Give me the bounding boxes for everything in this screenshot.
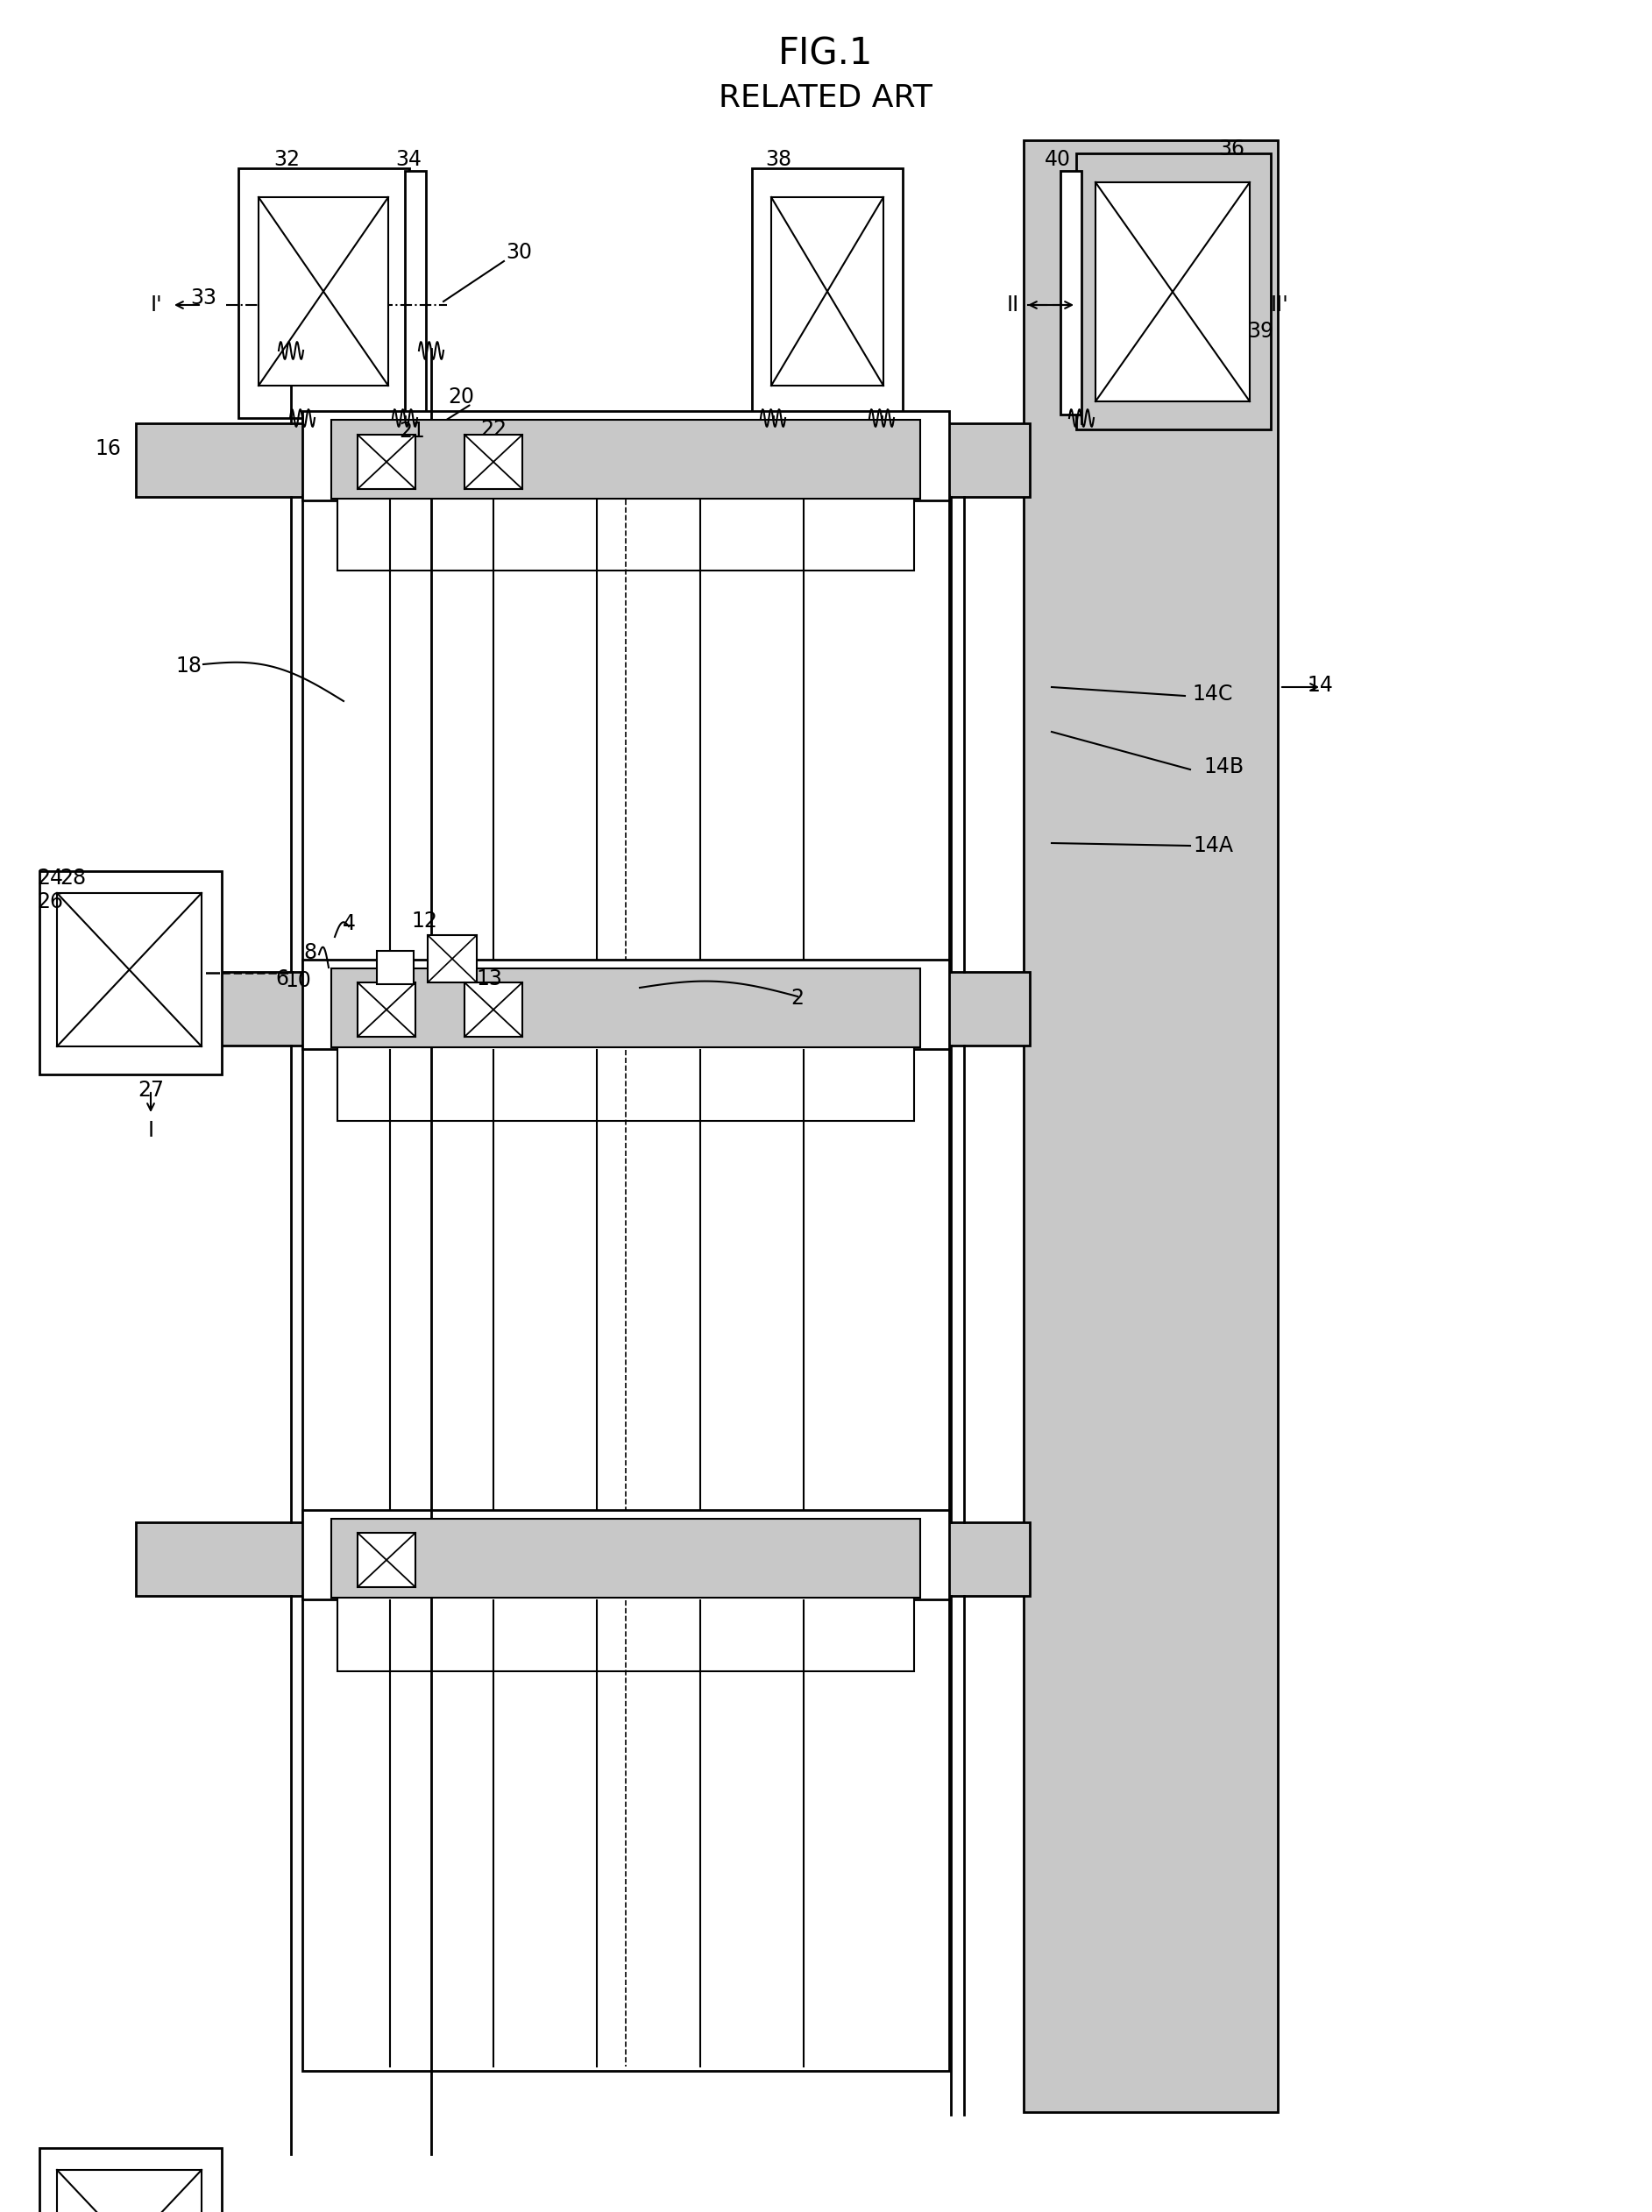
Text: 18: 18 (175, 655, 202, 677)
Bar (1024, 139, 1277, 2112)
Text: 2: 2 (791, 989, 805, 1009)
Bar (238, 168, 410, 418)
Text: 36: 36 (1218, 139, 1244, 159)
Bar (1095, 181, 1249, 400)
Bar (302, 495, 950, 971)
Text: 20: 20 (448, 387, 474, 407)
Text: 21: 21 (398, 420, 425, 442)
Text: 14: 14 (1307, 675, 1333, 697)
Bar (377, 951, 413, 984)
Bar (302, 1511, 950, 1599)
Bar (752, 168, 902, 418)
Bar (302, 1046, 950, 1520)
Bar (357, 982, 415, 1037)
Bar (337, 1595, 914, 1672)
Bar (302, 411, 950, 500)
Text: 10: 10 (284, 971, 311, 991)
Bar (135, 971, 1029, 1046)
Bar (40, 2148, 221, 2212)
Text: 26: 26 (36, 891, 63, 911)
Text: 28: 28 (59, 867, 86, 889)
Text: 14C: 14C (1193, 684, 1234, 706)
Text: 39: 39 (1247, 321, 1274, 343)
Text: 14B: 14B (1203, 757, 1244, 776)
Text: 32: 32 (274, 148, 299, 170)
Text: 33: 33 (190, 288, 216, 307)
Bar (337, 495, 914, 571)
Bar (56, 2170, 202, 2212)
Bar (337, 1046, 914, 1121)
Text: 6: 6 (276, 969, 289, 989)
Text: 40: 40 (1044, 148, 1070, 170)
Bar (464, 982, 522, 1037)
Bar (771, 197, 884, 385)
Bar (405, 170, 426, 414)
Text: II': II' (1270, 294, 1289, 316)
Text: 13: 13 (476, 969, 502, 989)
Bar (56, 894, 202, 1046)
Text: 22: 22 (481, 418, 507, 440)
Bar (428, 936, 477, 982)
Text: RELATED ART: RELATED ART (719, 84, 932, 113)
Bar (40, 872, 221, 1075)
Text: 4: 4 (342, 914, 355, 933)
Text: 12: 12 (411, 911, 438, 931)
Bar (332, 420, 920, 498)
Text: II: II (1006, 294, 1019, 316)
Text: I': I' (150, 294, 162, 316)
Bar (357, 436, 415, 489)
Text: 38: 38 (765, 148, 791, 170)
Bar (135, 422, 1029, 498)
Text: 24: 24 (36, 867, 63, 889)
Bar (1075, 153, 1270, 429)
Text: 14A: 14A (1193, 836, 1232, 856)
Bar (357, 1533, 415, 1588)
Bar (332, 969, 920, 1046)
Bar (1061, 170, 1082, 414)
Bar (332, 1520, 920, 1597)
Text: 8: 8 (304, 942, 317, 962)
Text: 27: 27 (137, 1079, 164, 1102)
Text: 34: 34 (395, 148, 421, 170)
Bar (302, 960, 950, 1048)
Text: FIG.1: FIG.1 (778, 35, 872, 73)
Text: I: I (147, 1119, 154, 1141)
Bar (258, 197, 388, 385)
Text: 30: 30 (506, 241, 532, 263)
Bar (464, 436, 522, 489)
Bar (302, 1595, 950, 2070)
Bar (135, 1522, 1029, 1595)
Text: 16: 16 (94, 438, 121, 460)
